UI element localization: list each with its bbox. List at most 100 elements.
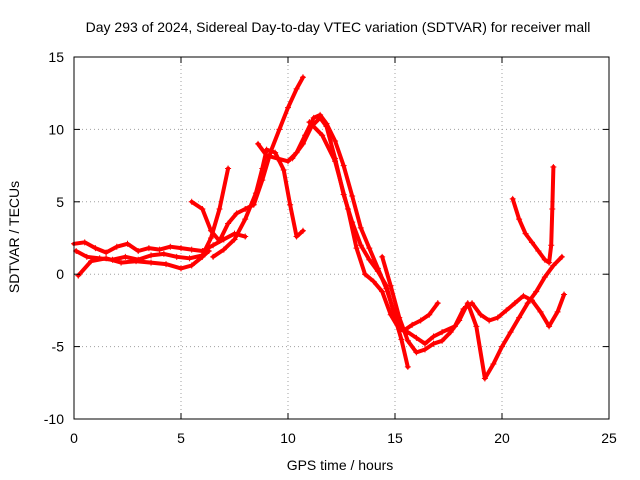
data-point	[173, 253, 180, 260]
data-point	[434, 300, 441, 307]
data-point	[317, 114, 324, 121]
data-point	[319, 132, 326, 139]
data-point	[103, 255, 110, 262]
data-point	[558, 253, 565, 260]
data-point	[524, 300, 531, 307]
data-point	[216, 206, 223, 213]
data-point	[426, 311, 433, 318]
data-point	[167, 243, 174, 250]
data-point	[81, 239, 88, 246]
data-point	[160, 250, 167, 257]
data-point	[494, 314, 501, 321]
grid	[74, 57, 609, 419]
data-point	[113, 243, 120, 250]
data-point	[456, 317, 463, 324]
data-point	[188, 262, 195, 269]
data-point	[231, 236, 238, 243]
data-point	[541, 256, 548, 263]
data-point	[242, 216, 249, 223]
data-point	[178, 245, 184, 252]
data-point	[366, 245, 373, 252]
data-point	[299, 227, 306, 234]
data-point	[516, 314, 523, 321]
data-point	[464, 300, 471, 307]
y-tick-label: 0	[56, 266, 64, 282]
data-point	[486, 317, 493, 324]
data-point	[233, 210, 240, 217]
x-tick-label: 5	[177, 430, 185, 446]
data-point	[135, 248, 142, 255]
data-point	[561, 291, 568, 298]
x-tick-label: 25	[601, 430, 617, 446]
data-point	[163, 261, 170, 268]
data-point	[276, 126, 283, 133]
data-point	[210, 253, 217, 260]
series-track-j	[509, 164, 557, 266]
data-point	[404, 337, 411, 344]
data-point	[340, 162, 347, 169]
data-point	[516, 216, 523, 223]
data-point	[178, 265, 184, 272]
data-point	[349, 193, 356, 200]
data-point	[310, 114, 317, 121]
x-axis-label: GPS time / hours	[287, 457, 394, 473]
data-point	[535, 248, 542, 255]
data-point	[439, 337, 446, 344]
data-point	[413, 334, 420, 341]
data-point	[306, 119, 313, 126]
series-line	[510, 165, 556, 265]
data-point	[285, 104, 291, 111]
data-point	[499, 343, 505, 350]
data-point	[207, 227, 214, 234]
data-point	[280, 166, 287, 173]
data-point	[379, 288, 386, 295]
data-point	[490, 360, 497, 367]
data-point	[133, 258, 140, 265]
x-tick-label: 15	[387, 430, 403, 446]
series-line	[256, 112, 440, 333]
data-point	[252, 190, 259, 197]
data-point	[148, 259, 155, 266]
data-point	[103, 249, 110, 256]
data-point	[374, 268, 381, 275]
data-point	[255, 140, 262, 147]
data-point	[145, 245, 152, 252]
data-point	[404, 363, 411, 370]
data-point	[481, 375, 488, 382]
x-tick-label: 0	[70, 430, 78, 446]
data-point	[430, 333, 437, 340]
data-point	[413, 349, 420, 356]
data-point	[118, 259, 125, 266]
data-point	[357, 242, 364, 249]
series-line	[380, 254, 564, 381]
data-point	[83, 253, 90, 260]
data-point	[92, 245, 99, 252]
data-point	[541, 274, 548, 281]
data-point	[299, 74, 306, 81]
data-point	[293, 85, 300, 92]
data-point	[387, 311, 394, 318]
data-point	[225, 165, 232, 172]
data-point	[285, 158, 291, 165]
data-point	[332, 158, 339, 165]
data-point	[188, 246, 195, 253]
data-point	[511, 300, 518, 307]
data-point	[188, 198, 195, 205]
data-point	[263, 152, 270, 159]
data-point	[362, 271, 369, 278]
y-axis-label: SDTVAR / TECUs	[6, 181, 22, 293]
data-point	[205, 248, 212, 255]
data-point	[549, 206, 556, 213]
data-point	[387, 282, 394, 289]
data-point	[507, 329, 514, 336]
data-point	[122, 253, 129, 260]
series-track-f	[255, 111, 441, 334]
series-line	[76, 249, 211, 278]
plot-frame	[73, 56, 610, 420]
data-point	[75, 272, 82, 279]
data-point	[430, 340, 437, 347]
series-track-c	[75, 248, 212, 279]
data-point	[421, 346, 428, 353]
axis-ticks: 0 5 10 15 20 25 15 10 5 0 -5 -10	[44, 49, 617, 446]
